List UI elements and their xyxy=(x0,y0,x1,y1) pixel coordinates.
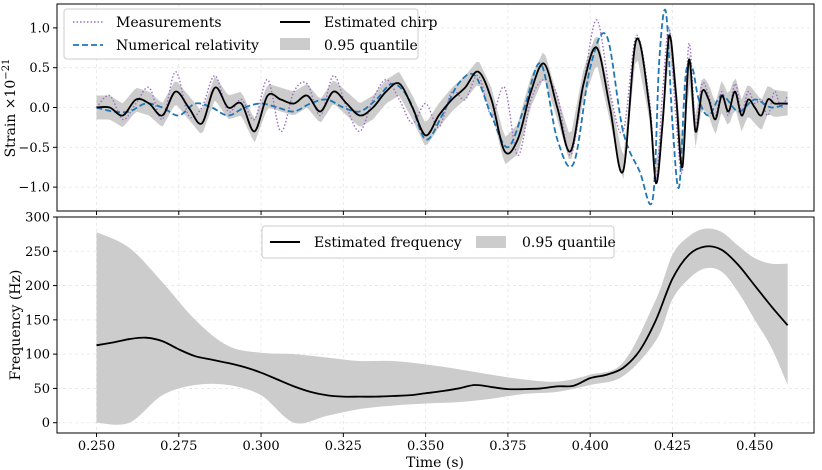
estimated-frequency-line xyxy=(96,245,789,398)
frequency-quantile-legend-swatch xyxy=(476,236,506,248)
strain-quantile-legend-label: 0.95 quantile xyxy=(324,38,418,54)
strain-panel: −1.0 −0.5 0.0 0.5 1.0 Strain ×10−21 Measurem… xyxy=(1,3,815,215)
frequency-legend-box xyxy=(261,225,615,259)
measurements-line xyxy=(95,19,789,180)
frequency-quantile-legend-label: 0.95 quantile xyxy=(522,235,616,251)
y-tick-label-0: −1.0 xyxy=(18,181,50,196)
y-tick-label-2: 0.0 xyxy=(29,101,50,116)
y-tick-label-4: 200 xyxy=(25,279,50,294)
estimated-chirp-legend-label: Estimated chirp xyxy=(324,15,437,31)
y-tick-label-1: 50 xyxy=(33,382,50,397)
frequency-y-ticks: 0 50 100 150 200 250 300 xyxy=(25,211,57,431)
x-tick-label-4: 0.350 xyxy=(407,439,444,454)
strain-y-ticks: −1.0 −0.5 0.0 0.5 1.0 xyxy=(18,21,57,196)
numerical-relativity-legend-label: Numerical relativity xyxy=(116,38,259,54)
x-tick-label-8: 0.450 xyxy=(736,439,773,454)
y-tick-label-3: 0.5 xyxy=(29,61,50,76)
strain-legend-box xyxy=(63,8,419,60)
x-tick-label-5: 0.375 xyxy=(489,439,526,454)
measurements-legend-label: Measurements xyxy=(116,15,222,31)
estimated-frequency-legend-label: Estimated frequency xyxy=(314,235,462,251)
y-tick-label-5: 250 xyxy=(25,245,50,260)
y-tick-label-3: 150 xyxy=(25,313,50,328)
time-x-label: Time (s) xyxy=(406,455,464,470)
x-tick-label-6: 0.400 xyxy=(572,439,609,454)
strain-legend: Measurements Numerical relativity Estima… xyxy=(63,8,437,60)
numerical-relativity-line xyxy=(96,8,788,206)
y-tick-label-6: 300 xyxy=(25,211,50,226)
y-tick-label-4: 1.0 xyxy=(29,21,50,36)
x-tick-label-1: 0.275 xyxy=(160,439,197,454)
strain-quantile-legend-swatch xyxy=(280,38,310,50)
frequency-x-ticks: 0.250 0.275 0.300 0.325 0.350 0.375 0.400 0.425… xyxy=(78,433,773,454)
strain-y-label: Strain ×10−21 xyxy=(1,59,19,158)
x-tick-label-3: 0.325 xyxy=(325,439,362,454)
frequency-axes-frame xyxy=(56,216,815,434)
strain-quantile-band xyxy=(96,25,788,186)
y-tick-label-1: −0.5 xyxy=(18,141,50,156)
x-tick-label-7: 0.425 xyxy=(654,439,691,454)
frequency-legend: Estimated frequency 0.95 quantile xyxy=(261,225,616,259)
y-tick-label-0: 0 xyxy=(42,416,50,431)
strain-x-ticks xyxy=(95,211,756,215)
y-tick-label-2: 100 xyxy=(25,348,50,363)
estimated-chirp-line xyxy=(96,34,788,185)
x-tick-label-2: 0.300 xyxy=(242,439,279,454)
x-tick-label-0: 0.250 xyxy=(78,439,115,454)
frequency-y-label: Frequency (Hz) xyxy=(8,270,24,381)
